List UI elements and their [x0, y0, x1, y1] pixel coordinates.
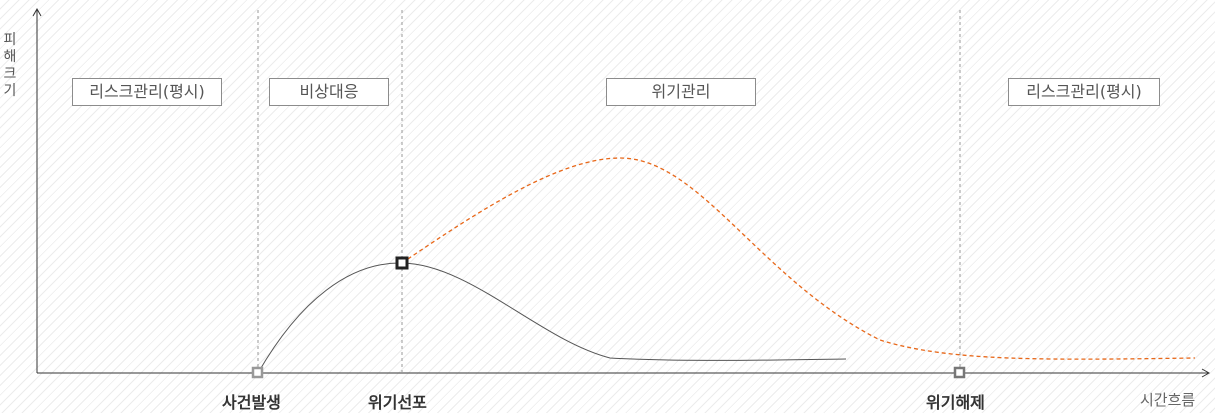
incident-marker: [251, 366, 264, 379]
phase-crisis-management: 위기관리: [606, 78, 756, 106]
y-axis-char: 크: [3, 66, 17, 82]
event-incident-label: 사건발생: [222, 393, 281, 412]
y-axis-char: 피: [3, 32, 17, 48]
y-axis-label: 피 해 크 기: [0, 32, 20, 100]
phase-risk-management-before: 리스크관리(평시): [72, 78, 222, 106]
x-axis-label: 시간흐름: [1140, 391, 1196, 409]
declare-marker: [395, 256, 409, 270]
event-declare-label: 위기선포: [368, 393, 427, 412]
release-marker: [953, 366, 966, 379]
y-axis-arrow: [32, 7, 42, 17]
event-release-label: 위기해제: [926, 393, 985, 412]
phase-emergency-response: 비상대응: [269, 78, 389, 106]
y-axis-char: 해: [3, 49, 17, 65]
phase-risk-management-after: 리스크관리(평시): [1008, 78, 1160, 106]
y-axis-char: 기: [3, 83, 17, 99]
actual-damage-curve: [257, 262, 847, 374]
x-axis-arrow: [1201, 368, 1211, 378]
projected-damage-curve: [401, 157, 1196, 360]
